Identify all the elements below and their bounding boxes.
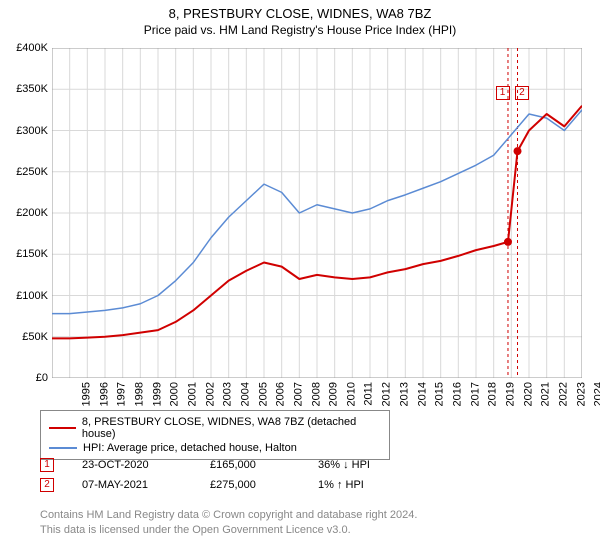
x-tick-label: 2021 [540,382,552,406]
sale-price: £165,000 [210,459,290,471]
sale-price: £275,000 [210,479,290,491]
sale-delta: 36% ↓ HPI [318,459,370,471]
page-title: 8, PRESTBURY CLOSE, WIDNES, WA8 7BZ [0,0,600,21]
sale-marker: 1 [40,458,54,472]
legend-swatch [49,427,76,429]
legend-swatch [49,447,77,449]
x-tick-label: 1995 [80,382,92,406]
x-tick-label: 1998 [133,382,145,406]
x-tick-label: 2012 [381,382,393,406]
x-tick-label: 1996 [98,382,110,406]
sale-marker: 2 [40,478,54,492]
x-tick-label: 1999 [151,382,163,406]
chart-marker-2: 2 [515,86,529,100]
x-tick-label: 2003 [222,382,234,406]
x-tick-label: 2001 [186,382,198,406]
legend-label: 8, PRESTBURY CLOSE, WIDNES, WA8 7BZ (det… [82,416,381,440]
x-tick-label: 2016 [451,382,463,406]
x-tick-label: 2014 [416,382,428,406]
x-tick-label: 2017 [469,382,481,406]
x-tick-label: 2002 [204,382,216,406]
sale-row: 2 07-MAY-2021 £275,000 1% ↑ HPI [40,475,370,495]
legend-label: HPI: Average price, detached house, Halt… [83,442,297,454]
x-tick-label: 2005 [257,382,269,406]
chart: £0£50K£100K£150K£200K£250K£300K£350K£400… [52,48,582,378]
x-tick-label: 2006 [275,382,287,406]
y-tick-label: £400K [16,42,48,54]
x-tick-label: 2013 [398,382,410,406]
page-subtitle: Price paid vs. HM Land Registry's House … [0,21,600,37]
x-tick-label: 2009 [328,382,340,406]
x-tick-label: 2022 [557,382,569,406]
legend-item: HPI: Average price, detached house, Halt… [49,441,381,455]
attribution-line1: Contains HM Land Registry data © Crown c… [40,508,417,523]
legend-item: 8, PRESTBURY CLOSE, WIDNES, WA8 7BZ (det… [49,415,381,441]
x-tick-label: 2004 [239,382,251,406]
x-tick-label: 2019 [504,382,516,406]
y-tick-label: £350K [16,83,48,95]
x-tick-label: 2011 [362,382,374,406]
sales-table: 1 23-OCT-2020 £165,000 36% ↓ HPI 2 07-MAY-202… [40,455,370,495]
y-tick-label: £250K [16,166,48,178]
x-tick-label: 2007 [292,382,304,406]
y-tick-label: £0 [36,372,48,384]
y-tick-label: £150K [16,248,48,260]
x-tick-label: 2008 [310,382,322,406]
attribution-line2: This data is licensed under the Open Gov… [40,523,417,538]
x-tick-label: 2010 [345,382,357,406]
x-tick-label: 2023 [575,382,587,406]
x-tick-label: 2024 [593,382,600,406]
x-tick-label: 2015 [434,382,446,406]
x-tick-label: 1997 [116,382,128,406]
y-tick-label: £300K [16,125,48,137]
y-tick-label: £200K [16,207,48,219]
x-tick-label: 2000 [169,382,181,406]
sale-row: 1 23-OCT-2020 £165,000 36% ↓ HPI [40,455,370,475]
y-tick-label: £50K [22,331,48,343]
chart-marker-1: 1 [496,86,510,100]
legend: 8, PRESTBURY CLOSE, WIDNES, WA8 7BZ (det… [40,410,390,460]
x-tick-label: 2018 [487,382,499,406]
attribution: Contains HM Land Registry data © Crown c… [40,508,417,538]
x-tick-label: 2020 [522,382,534,406]
sale-date: 07-MAY-2021 [82,479,182,491]
sale-date: 23-OCT-2020 [82,459,182,471]
y-tick-label: £100K [16,290,48,302]
sale-delta: 1% ↑ HPI [318,479,364,491]
